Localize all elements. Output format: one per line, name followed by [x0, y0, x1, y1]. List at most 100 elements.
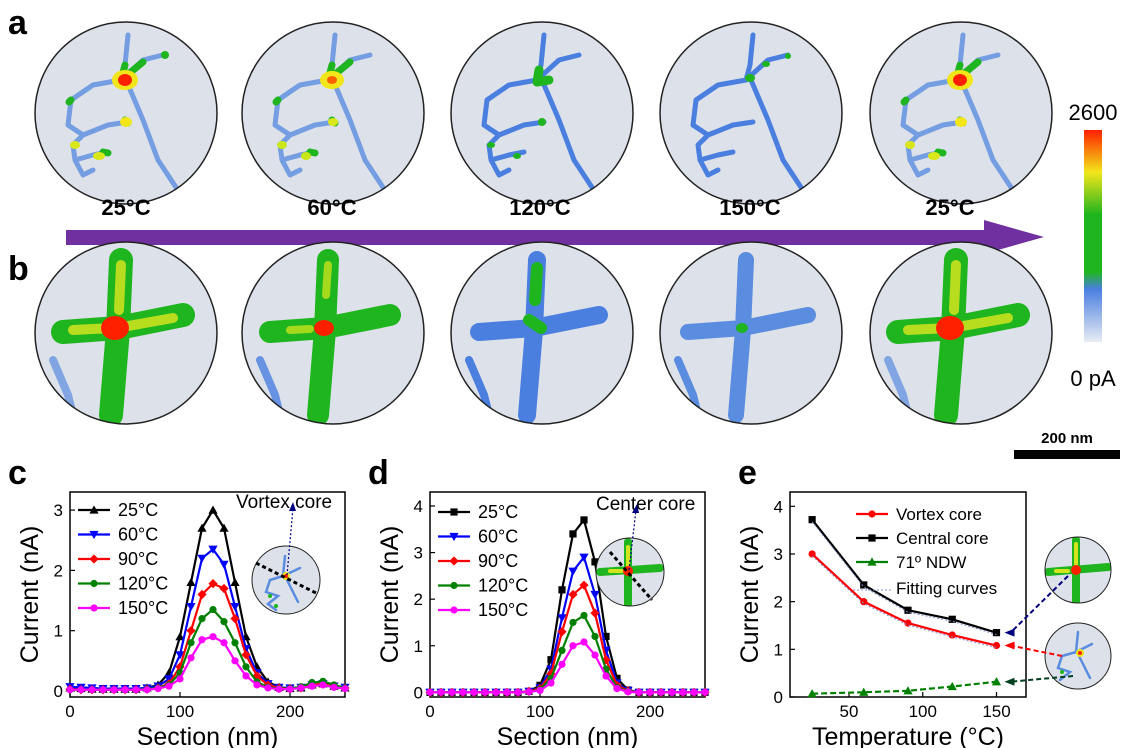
panel-letter-e: e [738, 454, 757, 492]
data-point [297, 684, 305, 692]
data-point [175, 632, 185, 641]
data-point [904, 606, 912, 614]
y-tick-label: 3 [414, 544, 423, 563]
data-point [77, 686, 85, 694]
data-point [690, 688, 698, 696]
map-a4 [659, 21, 843, 205]
data-point [143, 686, 151, 694]
data-point [437, 688, 445, 696]
data-point [657, 688, 665, 696]
data-point [859, 687, 869, 696]
data-point [319, 681, 327, 689]
map-b1 [34, 241, 218, 425]
data-point [132, 686, 140, 694]
legend-label: 120°C [478, 576, 528, 596]
data-point [187, 639, 195, 647]
data-point [99, 686, 107, 694]
y-tick-label: 0 [54, 682, 63, 701]
data-point [591, 632, 599, 641]
x-tick-label: 50 [840, 702, 859, 721]
data-point [219, 560, 229, 569]
temp-label-1: 25°C [101, 195, 151, 220]
data-point [558, 646, 566, 655]
data-point [187, 654, 195, 662]
data-point [624, 688, 632, 696]
series-line [812, 680, 997, 695]
data-point [88, 686, 96, 694]
data-point [121, 686, 129, 694]
data-point [569, 530, 577, 538]
legend-label: 25°C [478, 502, 518, 522]
data-point [208, 545, 218, 554]
data-point [807, 689, 817, 698]
legend-label: 60°C [118, 525, 158, 545]
temp-label-2: 60°C [307, 195, 357, 220]
data-point [208, 505, 218, 514]
legend-label: 90°C [478, 551, 518, 571]
legend-marker [89, 530, 99, 540]
x-tick-label: 100 [166, 702, 194, 721]
data-point [219, 583, 229, 594]
legend-label: Vortex core [896, 505, 982, 524]
data-point [602, 672, 610, 680]
data-point [948, 615, 956, 623]
connector-arrow [1010, 675, 1074, 683]
data-point [330, 683, 338, 691]
legend-marker [868, 510, 876, 518]
y-tick-label: 4 [774, 497, 783, 516]
legend-label: 150°C [118, 598, 168, 618]
data-point [580, 516, 588, 524]
data-point [992, 641, 1001, 650]
map-a2 [241, 21, 425, 205]
data-point [860, 581, 868, 589]
data-point [580, 638, 588, 646]
data-point [275, 685, 283, 693]
y-tick-label: 0 [774, 688, 783, 707]
data-point [426, 688, 434, 696]
series-line [430, 640, 705, 694]
data-point [646, 688, 654, 696]
legend-marker [868, 534, 876, 542]
data-point [242, 663, 250, 671]
data-point [110, 686, 118, 694]
data-point [242, 672, 250, 680]
data-point [176, 675, 184, 683]
connector-arrowhead [1004, 641, 1015, 650]
data-point [209, 633, 217, 641]
data-point [175, 651, 185, 660]
legend-marker [90, 579, 98, 588]
data-point [341, 684, 349, 693]
data-point [253, 681, 261, 689]
data-point [186, 602, 196, 612]
y-tick-label: 1 [54, 622, 63, 641]
chart-panel-e: 50 100 150 0 1 2 3 4 Temperature (°C) Current (nA… [736, 491, 1112, 748]
data-point [903, 686, 913, 695]
inset-map-center [595, 504, 665, 607]
data-point [547, 679, 555, 687]
map-b4 [659, 241, 843, 425]
y-tick-label: 3 [54, 501, 63, 520]
map-b5 [869, 241, 1053, 425]
map-a1 [34, 21, 218, 205]
data-point [568, 589, 578, 600]
data-point [557, 614, 567, 623]
legend-marker [449, 532, 459, 542]
colorbar: 2600 0 pA [1069, 100, 1118, 391]
data-point [860, 598, 868, 606]
data-point [668, 688, 676, 696]
data-point [569, 642, 577, 650]
data-point [579, 553, 589, 562]
data-point [470, 688, 478, 696]
scale-bar-label: 200 nm [1041, 430, 1093, 447]
chart-panel-d: 0 100 200 0 1 2 3 4 Section (nm) Current (nA) 25°C… [376, 491, 710, 748]
x-tick-label: 200 [276, 702, 304, 721]
panel-letter-b: b [8, 250, 29, 288]
data-point [198, 615, 206, 623]
panel-letter-a: a [8, 4, 27, 42]
data-point [230, 602, 240, 612]
legend-marker [89, 554, 99, 564]
legend-label: Central core [896, 529, 989, 548]
connector-arrow [1009, 575, 1069, 634]
y-tick-label: 1 [774, 640, 783, 659]
data-point [220, 618, 228, 626]
